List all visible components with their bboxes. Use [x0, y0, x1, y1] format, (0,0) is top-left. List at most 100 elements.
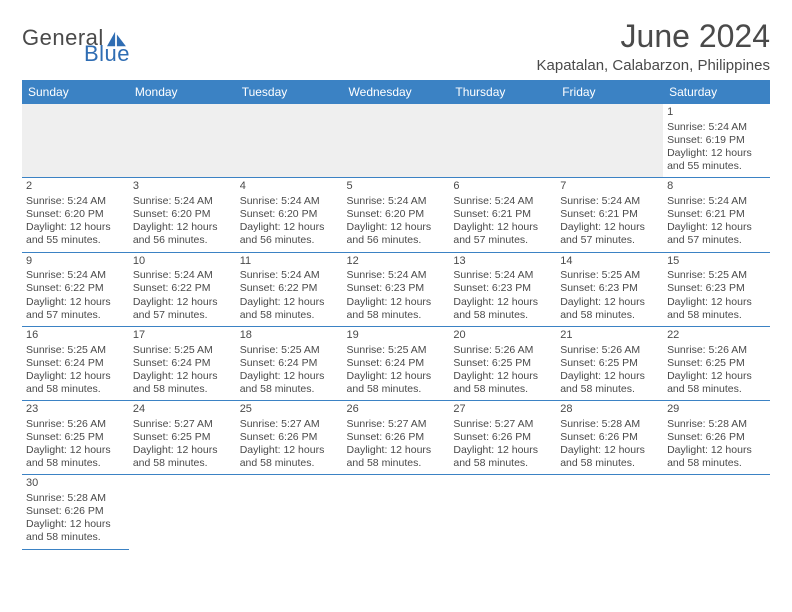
calendar-day-cell: 15Sunrise: 5:25 AMSunset: 6:23 PMDayligh…	[663, 252, 770, 326]
calendar-day-cell	[449, 104, 556, 178]
day-header: Wednesday	[343, 80, 450, 104]
sunset-text: Sunset: 6:22 PM	[133, 282, 232, 295]
sunrise-text: Sunrise: 5:25 AM	[667, 269, 766, 282]
sunrise-text: Sunrise: 5:24 AM	[347, 195, 446, 208]
sunset-text: Sunset: 6:26 PM	[560, 431, 659, 444]
day-number: 10	[133, 255, 232, 269]
calendar-week-row: 2Sunrise: 5:24 AMSunset: 6:20 PMDaylight…	[22, 178, 770, 252]
sunrise-text: Sunrise: 5:25 AM	[240, 344, 339, 357]
calendar-day-cell: 19Sunrise: 5:25 AMSunset: 6:24 PMDayligh…	[343, 326, 450, 400]
day-number: 18	[240, 329, 339, 343]
calendar-day-cell: 21Sunrise: 5:26 AMSunset: 6:25 PMDayligh…	[556, 326, 663, 400]
daylight-text: Daylight: 12 hours and 58 minutes.	[560, 296, 659, 322]
month-title: June 2024	[537, 18, 771, 55]
sunrise-text: Sunrise: 5:24 AM	[667, 195, 766, 208]
calendar-day-cell: 9Sunrise: 5:24 AMSunset: 6:22 PMDaylight…	[22, 252, 129, 326]
sunrise-text: Sunrise: 5:25 AM	[347, 344, 446, 357]
calendar-day-cell	[129, 104, 236, 178]
sunset-text: Sunset: 6:20 PM	[240, 208, 339, 221]
calendar-day-cell: 17Sunrise: 5:25 AMSunset: 6:24 PMDayligh…	[129, 326, 236, 400]
sunrise-text: Sunrise: 5:24 AM	[240, 195, 339, 208]
sunset-text: Sunset: 6:23 PM	[453, 282, 552, 295]
sunset-text: Sunset: 6:23 PM	[347, 282, 446, 295]
calendar-week-row: 30Sunrise: 5:28 AMSunset: 6:26 PMDayligh…	[22, 475, 770, 549]
sunset-text: Sunset: 6:23 PM	[560, 282, 659, 295]
sunrise-text: Sunrise: 5:24 AM	[453, 269, 552, 282]
calendar-day-cell	[556, 475, 663, 549]
daylight-text: Daylight: 12 hours and 58 minutes.	[667, 296, 766, 322]
daylight-text: Daylight: 12 hours and 58 minutes.	[133, 370, 232, 396]
sunset-text: Sunset: 6:26 PM	[26, 505, 125, 518]
calendar-day-cell	[343, 104, 450, 178]
sunrise-text: Sunrise: 5:24 AM	[667, 121, 766, 134]
calendar-day-cell: 23Sunrise: 5:26 AMSunset: 6:25 PMDayligh…	[22, 401, 129, 475]
sunrise-text: Sunrise: 5:25 AM	[26, 344, 125, 357]
calendar-day-cell: 4Sunrise: 5:24 AMSunset: 6:20 PMDaylight…	[236, 178, 343, 252]
calendar-day-cell	[236, 475, 343, 549]
sunrise-text: Sunrise: 5:28 AM	[667, 418, 766, 431]
calendar-week-row: 16Sunrise: 5:25 AMSunset: 6:24 PMDayligh…	[22, 326, 770, 400]
sunrise-text: Sunrise: 5:24 AM	[133, 195, 232, 208]
sunrise-text: Sunrise: 5:26 AM	[667, 344, 766, 357]
calendar-day-cell	[663, 475, 770, 549]
day-header-row: Sunday Monday Tuesday Wednesday Thursday…	[22, 80, 770, 104]
daylight-text: Daylight: 12 hours and 58 minutes.	[26, 518, 125, 544]
calendar-day-cell: 7Sunrise: 5:24 AMSunset: 6:21 PMDaylight…	[556, 178, 663, 252]
sunset-text: Sunset: 6:24 PM	[26, 357, 125, 370]
day-number: 30	[26, 477, 125, 491]
daylight-text: Daylight: 12 hours and 58 minutes.	[347, 444, 446, 470]
sunset-text: Sunset: 6:21 PM	[453, 208, 552, 221]
sunrise-text: Sunrise: 5:24 AM	[26, 195, 125, 208]
sunset-text: Sunset: 6:21 PM	[667, 208, 766, 221]
day-number: 29	[667, 403, 766, 417]
day-header: Sunday	[22, 80, 129, 104]
day-number: 27	[453, 403, 552, 417]
calendar-day-cell: 10Sunrise: 5:24 AMSunset: 6:22 PMDayligh…	[129, 252, 236, 326]
sunset-text: Sunset: 6:19 PM	[667, 134, 766, 147]
day-number: 28	[560, 403, 659, 417]
daylight-text: Daylight: 12 hours and 58 minutes.	[26, 370, 125, 396]
day-number: 11	[240, 255, 339, 269]
sunrise-text: Sunrise: 5:28 AM	[560, 418, 659, 431]
title-block: June 2024 Kapatalan, Calabarzon, Philipp…	[537, 18, 771, 74]
day-number: 1	[667, 106, 766, 120]
calendar-day-cell: 27Sunrise: 5:27 AMSunset: 6:26 PMDayligh…	[449, 401, 556, 475]
daylight-text: Daylight: 12 hours and 58 minutes.	[667, 444, 766, 470]
daylight-text: Daylight: 12 hours and 58 minutes.	[133, 444, 232, 470]
sunrise-text: Sunrise: 5:24 AM	[453, 195, 552, 208]
calendar-day-cell: 13Sunrise: 5:24 AMSunset: 6:23 PMDayligh…	[449, 252, 556, 326]
day-header: Friday	[556, 80, 663, 104]
day-number: 12	[347, 255, 446, 269]
day-number: 7	[560, 180, 659, 194]
sunset-text: Sunset: 6:24 PM	[347, 357, 446, 370]
daylight-text: Daylight: 12 hours and 58 minutes.	[240, 444, 339, 470]
calendar-day-cell: 8Sunrise: 5:24 AMSunset: 6:21 PMDaylight…	[663, 178, 770, 252]
calendar-day-cell: 30Sunrise: 5:28 AMSunset: 6:26 PMDayligh…	[22, 475, 129, 549]
sunset-text: Sunset: 6:20 PM	[347, 208, 446, 221]
sunset-text: Sunset: 6:26 PM	[667, 431, 766, 444]
day-header: Thursday	[449, 80, 556, 104]
daylight-text: Daylight: 12 hours and 57 minutes.	[453, 221, 552, 247]
day-header: Tuesday	[236, 80, 343, 104]
daylight-text: Daylight: 12 hours and 57 minutes.	[667, 221, 766, 247]
daylight-text: Daylight: 12 hours and 58 minutes.	[347, 296, 446, 322]
day-number: 15	[667, 255, 766, 269]
day-header: Monday	[129, 80, 236, 104]
sunrise-text: Sunrise: 5:24 AM	[26, 269, 125, 282]
sunset-text: Sunset: 6:24 PM	[240, 357, 339, 370]
calendar-day-cell: 20Sunrise: 5:26 AMSunset: 6:25 PMDayligh…	[449, 326, 556, 400]
daylight-text: Daylight: 12 hours and 58 minutes.	[26, 444, 125, 470]
calendar-day-cell	[449, 475, 556, 549]
sunset-text: Sunset: 6:24 PM	[133, 357, 232, 370]
daylight-text: Daylight: 12 hours and 57 minutes.	[133, 296, 232, 322]
day-number: 8	[667, 180, 766, 194]
sunset-text: Sunset: 6:25 PM	[453, 357, 552, 370]
daylight-text: Daylight: 12 hours and 58 minutes.	[240, 296, 339, 322]
day-number: 2	[26, 180, 125, 194]
calendar-day-cell	[556, 104, 663, 178]
day-number: 17	[133, 329, 232, 343]
sunset-text: Sunset: 6:21 PM	[560, 208, 659, 221]
location-text: Kapatalan, Calabarzon, Philippines	[537, 57, 771, 74]
sunrise-text: Sunrise: 5:25 AM	[133, 344, 232, 357]
sunrise-text: Sunrise: 5:24 AM	[560, 195, 659, 208]
